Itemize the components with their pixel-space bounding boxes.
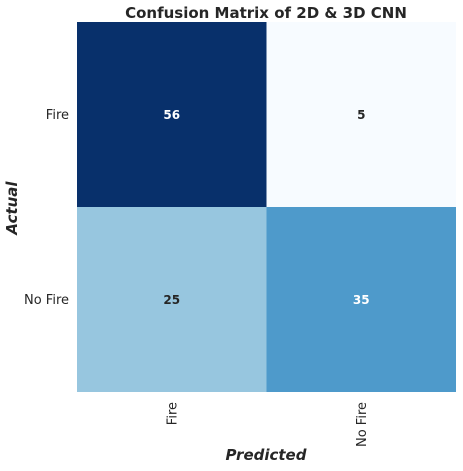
y-tick-no-fire: No Fire (24, 293, 69, 308)
x-tick-fire: Fire (165, 402, 180, 425)
heatmap-cells (77, 22, 456, 392)
cell-no-fire-fire (77, 207, 267, 392)
y-axis-label: Actual (3, 181, 21, 236)
cell-no-fire-no-fire-value: 35 (353, 293, 370, 307)
cell-fire-no-fire (266, 22, 456, 207)
x-tick-labels: Fire No Fire (165, 402, 370, 447)
cell-value-labels: 56 5 25 35 (163, 108, 369, 307)
chart-title: Confusion Matrix of 2D & 3D CNN (125, 4, 407, 22)
cell-fire-no-fire-value: 5 (357, 108, 365, 122)
cell-fire-fire-value: 56 (163, 108, 180, 122)
y-tick-fire: Fire (46, 108, 69, 123)
cell-fire-fire (77, 22, 267, 207)
x-tick-no-fire: No Fire (355, 402, 370, 447)
x-axis-label: Predicted (226, 446, 307, 464)
y-tick-labels: Fire No Fire (24, 108, 69, 308)
cell-no-fire-fire-value: 25 (163, 293, 180, 307)
cell-no-fire-no-fire (266, 207, 456, 392)
